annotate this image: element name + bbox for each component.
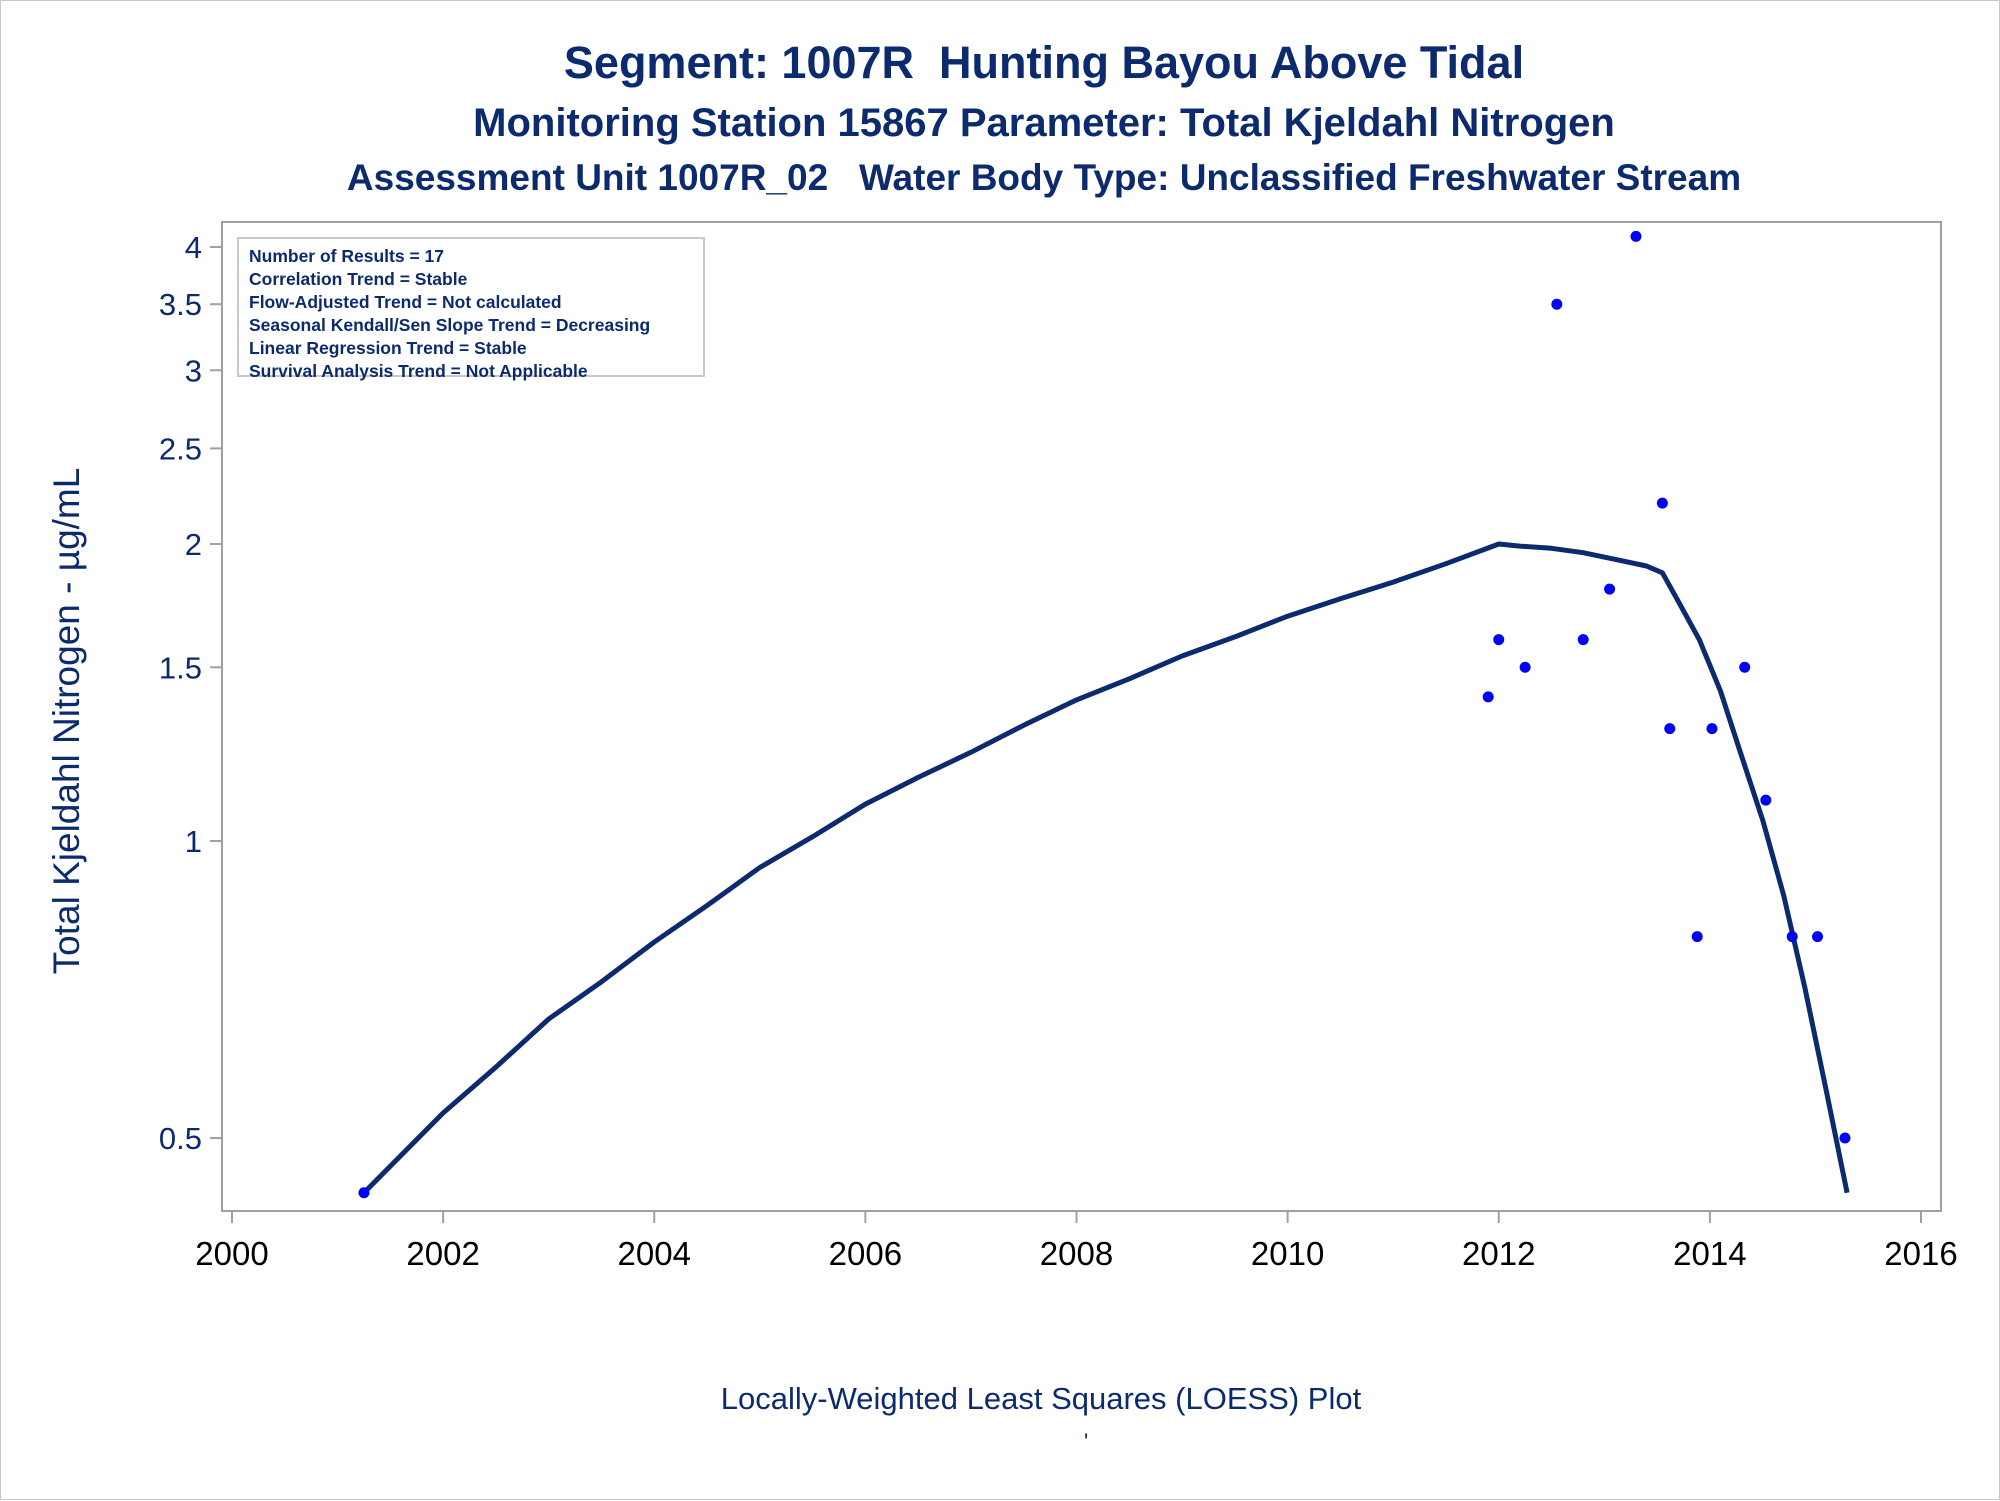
y-axis: 0.5 1 1.5 2 2.5 3 3.5 4: [159, 230, 222, 1156]
data-point: [1519, 661, 1531, 673]
loess-curve: [362, 541, 1850, 1195]
stat-correlation-trend: Correlation Trend = Stable: [249, 269, 468, 289]
data-point: [1493, 634, 1505, 646]
x-tick-label: 2012: [1462, 1235, 1535, 1272]
data-point: [1812, 931, 1824, 943]
stat-seasonal-kendall-trend: Seasonal Kendall/Sen Slope Trend = Decre…: [249, 315, 651, 335]
x-tick-label: 2008: [1040, 1235, 1113, 1272]
data-point: [1577, 634, 1589, 646]
y-tick-label: 1.5: [159, 650, 202, 685]
data-point: [1551, 298, 1563, 310]
footnote-mark: ': [1084, 1429, 1089, 1454]
y-tick-label: 0.5: [159, 1121, 202, 1156]
y-tick-label: 3.5: [159, 287, 202, 322]
data-point: [1706, 723, 1718, 735]
data-point: [358, 1187, 370, 1199]
x-axis: 2000 2002 2004 2006 2008 2010 2012 2014 2016: [195, 1211, 1958, 1272]
x-tick-label: 2002: [406, 1235, 479, 1272]
trend-summary-box: Number of Results = 17 Correlation Trend…: [237, 237, 705, 381]
x-tick-label: 2004: [618, 1235, 691, 1272]
data-point: [1664, 723, 1676, 735]
data-point: [1839, 1132, 1851, 1144]
x-tick-label: 2000: [195, 1235, 268, 1272]
plot-area: [221, 221, 1942, 1212]
y-tick-label: 2: [185, 527, 202, 562]
plot-footnote: Locally-Weighted Least Squares (LOESS) P…: [720, 1381, 1362, 1416]
stat-flow-adjusted-trend: Flow-Adjusted Trend = Not calculated: [249, 292, 562, 312]
stat-number-of-results: Number of Results = 17: [249, 246, 444, 266]
chart-subtitle-assessment: Assessment Unit 1007R_02 Water Body Type…: [346, 157, 1742, 198]
data-point: [1630, 230, 1642, 242]
y-axis-label: Total Kjeldahl Nitrogen - µg/mL: [46, 468, 87, 975]
series-layer: [358, 230, 1851, 1199]
x-tick-label: 2006: [829, 1235, 902, 1272]
chart-title: Segment: 1007R Hunting Bayou Above Tidal: [563, 37, 1525, 88]
data-point: [1691, 931, 1703, 943]
x-tick-label: 2014: [1673, 1235, 1746, 1272]
data-point: [1656, 497, 1668, 509]
data-point: [1604, 583, 1616, 595]
y-tick-label: 2.5: [159, 431, 202, 466]
x-tick-label: 2010: [1251, 1235, 1324, 1272]
x-tick-label: 2016: [1884, 1235, 1957, 1272]
y-tick-label: 4: [185, 230, 202, 265]
data-point: [1760, 794, 1772, 806]
data-point: [1786, 931, 1798, 943]
data-point: [1482, 691, 1494, 703]
stat-survival-analysis-trend: Survival Analysis Trend = Not Applicable: [249, 361, 588, 381]
y-tick-label: 3: [185, 353, 202, 388]
stat-linear-regression-trend: Linear Regression Trend = Stable: [249, 338, 527, 358]
data-point: [1739, 661, 1751, 673]
y-tick-label: 1: [185, 824, 202, 859]
chart-subtitle-station: Monitoring Station 15867 Parameter: Tota…: [473, 101, 1615, 145]
